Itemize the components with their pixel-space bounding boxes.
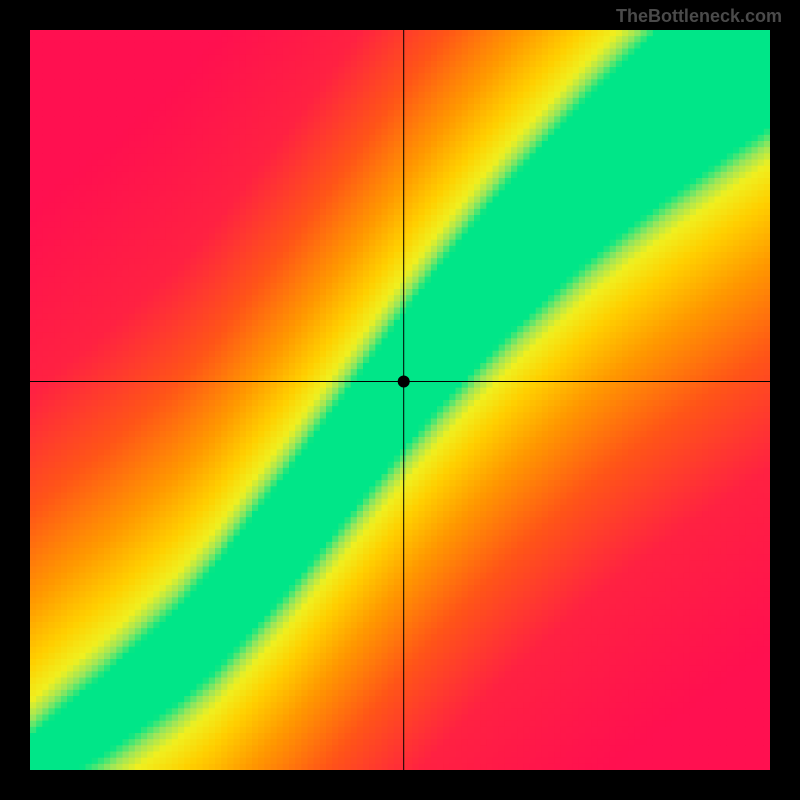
heatmap-svg xyxy=(30,30,770,770)
bottleneck-heatmap xyxy=(30,30,770,770)
selection-point xyxy=(398,376,410,388)
watermark-text: TheBottleneck.com xyxy=(616,6,782,27)
